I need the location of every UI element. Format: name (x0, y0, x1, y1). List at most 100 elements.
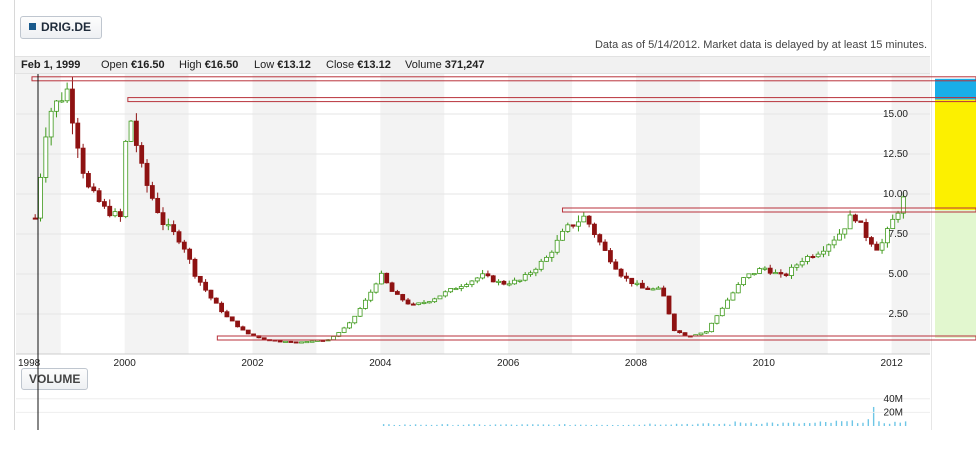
candle-up (331, 336, 336, 341)
volume-bar (430, 424, 433, 426)
candle-up (474, 277, 480, 282)
candle-up (821, 250, 826, 255)
candle-up (751, 273, 757, 276)
volume-bar (750, 422, 752, 426)
volume-bar (686, 423, 688, 426)
candle-up (506, 283, 512, 286)
candle-up (789, 266, 794, 276)
candle-up (522, 274, 528, 281)
candle-down (586, 215, 592, 225)
volume-bar (468, 424, 470, 426)
volume-bar (894, 421, 896, 426)
volume-bar (761, 423, 763, 426)
candle-down (613, 261, 619, 270)
candle-up (837, 233, 842, 241)
candle-down (96, 190, 102, 202)
open-label: Open (101, 59, 128, 71)
candle-up (378, 272, 384, 285)
candle-up (59, 100, 65, 103)
volume-bar (819, 421, 822, 426)
volume-bar (878, 421, 880, 426)
candle-up (650, 288, 656, 291)
candle-down (570, 224, 576, 227)
year-band (508, 74, 573, 354)
candle-up (453, 288, 459, 291)
candle-down (155, 197, 161, 214)
candle-up (165, 224, 171, 227)
volume-bar (649, 423, 651, 426)
candle-down (293, 341, 299, 344)
volume-bar (755, 424, 758, 426)
ticker-tag[interactable]: DRIG.DE (20, 16, 103, 39)
candle-down (102, 201, 107, 207)
candle-up (448, 288, 454, 293)
candle-up (528, 272, 533, 275)
volume-bar (388, 424, 390, 426)
volume-bar (521, 424, 523, 426)
candle-down (192, 258, 198, 277)
volume-bar (766, 422, 768, 426)
price-tick-label: 15.00 (883, 109, 908, 120)
candle-up (38, 177, 43, 219)
candle-down (245, 329, 251, 335)
candle-up (890, 218, 896, 229)
volume-bar (883, 423, 885, 426)
candle-up (826, 244, 832, 252)
time-tick-label: 1998 (18, 358, 41, 369)
volume-bar (782, 422, 784, 426)
time-tick-label: 2010 (753, 358, 776, 369)
candle-down (405, 299, 411, 305)
candle-down (133, 120, 139, 146)
candle-up (831, 239, 837, 246)
volume-bar (510, 424, 513, 426)
volume-bar (723, 423, 726, 426)
time-tick-label: 2012 (881, 358, 904, 369)
volume-bar (590, 425, 593, 426)
volume-bar (638, 424, 640, 426)
candle-up (730, 292, 736, 301)
zone-green (935, 210, 976, 338)
candle-up (48, 110, 54, 138)
volume-bar (840, 421, 843, 426)
low-label: Low (254, 59, 275, 71)
candle-up (357, 308, 363, 317)
candle-up (512, 279, 517, 285)
candle-up (842, 228, 848, 235)
volume-bar (681, 424, 683, 426)
candle-up (496, 280, 501, 283)
volume-bar (867, 419, 870, 426)
high-value: €16.50 (204, 59, 239, 71)
candle-up (741, 277, 746, 285)
candle-down (645, 287, 651, 290)
volume-bar (542, 424, 545, 426)
volume-bar (526, 424, 529, 426)
volume-label: Volume (405, 59, 442, 71)
candle-down (187, 248, 193, 260)
candle-up (884, 228, 890, 244)
volume-bar (516, 424, 518, 426)
volume-bar (409, 424, 411, 426)
candle-up (757, 268, 762, 274)
candle-up (560, 230, 565, 241)
high-label: High (179, 59, 202, 71)
candle-up (847, 214, 853, 230)
candle-up (128, 120, 134, 142)
candle-up (432, 298, 438, 303)
candle-up (112, 211, 118, 217)
volume-bar (484, 424, 486, 426)
candle-up (895, 212, 901, 220)
candle-down (32, 217, 38, 220)
volume-bar (393, 424, 395, 426)
candle-down (592, 223, 597, 235)
candle-down (229, 316, 235, 322)
volume-bar (734, 421, 736, 426)
volume-bar (697, 423, 699, 426)
candle-down (203, 281, 209, 291)
quote-date: Feb 1, 1999 (21, 59, 81, 71)
candle-down (490, 275, 496, 283)
candle-up (735, 284, 741, 294)
time-tick-label: 2004 (369, 358, 392, 369)
close-label: Close (326, 59, 355, 71)
candle-up (538, 260, 544, 270)
